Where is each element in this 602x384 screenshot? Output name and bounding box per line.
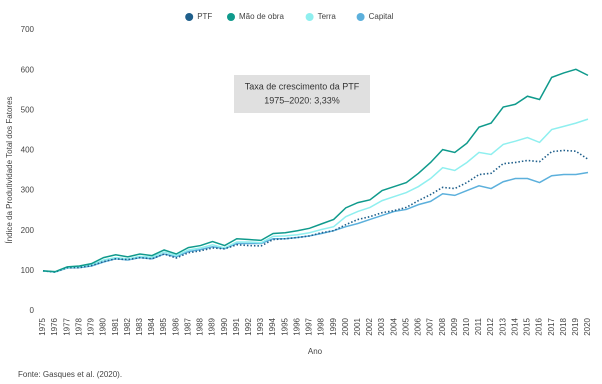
y-tick-label: 200 [21,226,35,235]
x-tick-label: 2017 [547,317,556,335]
x-tick-label: 1986 [171,317,180,335]
legend-marker [356,13,365,21]
x-axis-label: Ano [308,347,323,356]
annotation: 1975–2020: 3,33% [264,95,340,105]
x-tick-label: 1990 [220,317,229,335]
x-tick-label: 2001 [353,317,362,335]
x-tick-label: 1985 [159,317,168,335]
x-tick-label: 1998 [317,317,326,335]
x-tick-label: 1997 [305,317,314,335]
y-axis-label: Índice da Produtividade Total dos Fatore… [5,96,14,243]
x-tick-label: 1975 [38,317,47,335]
x-tick-label: 1978 [74,317,83,335]
x-tick-label: 1987 [183,317,192,335]
y-tick-label: 700 [21,25,35,34]
y-tick-label: 600 [21,65,35,74]
x-tick-label: 2007 [426,317,435,335]
x-tick-label: 2002 [365,317,374,335]
x-tick-label: 2005 [401,317,410,335]
x-tick-label: 1993 [256,317,265,335]
x-tick-label: 1991 [232,317,241,335]
x-tick-label: 2004 [389,317,398,335]
x-tick-label: 1982 [123,317,132,335]
legend-marker [305,13,314,21]
x-tick-label: 2008 [438,317,447,335]
x-tick-label: 1979 [87,317,96,335]
x-tick-label: 1992 [244,317,253,335]
x-tick-label: 2016 [535,317,544,335]
x-tick-label: 1989 [208,317,217,335]
x-tick-label: 1981 [111,317,120,335]
annotation-box [234,75,370,113]
x-tick-label: 2000 [341,317,350,335]
series-line [42,118,589,273]
x-tick-label: 2010 [462,317,471,335]
x-tick-label: 1976 [50,317,59,335]
annotation: Taxa de crescimento da PTF [245,81,360,91]
legend-marker [185,13,194,21]
x-tick-label: 2012 [486,317,495,335]
legend-label: Mão de obra [239,12,284,21]
y-tick-label: 300 [21,186,35,195]
x-tick-label: 2019 [571,317,580,335]
series-line [42,171,589,273]
y-tick-label: 100 [21,266,35,275]
x-tick-label: 2018 [559,317,568,335]
x-tick-label: 1984 [147,317,156,335]
x-tick-label: 1983 [135,317,144,335]
legend-marker [227,13,235,21]
y-tick-label: 400 [21,146,35,155]
x-tick-label: 2003 [377,317,386,335]
x-tick-label: 2014 [510,317,519,335]
x-tick-label: 1980 [99,317,108,335]
y-tick-label: 0 [30,306,35,315]
series-line [42,68,589,273]
series-line [42,149,589,273]
x-tick-label: 1999 [329,317,338,335]
x-tick-label: 1994 [268,317,277,335]
x-tick-label: 1996 [292,317,301,335]
x-tick-label: 2020 [583,317,592,335]
legend-label: Terra [318,12,337,21]
x-tick-label: 1995 [280,317,289,335]
legend-label: Capital [369,12,394,21]
x-tick-label: 1988 [196,317,205,335]
legend-label: PTF [197,12,212,21]
x-tick-label: 2009 [450,317,459,335]
y-tick-label: 500 [21,105,35,114]
x-tick-label: 2013 [498,317,507,335]
source: Fonte: Gasques et al. (2020). [18,370,122,379]
x-tick-label: 2011 [474,317,483,335]
x-tick-label: 2006 [414,317,423,335]
x-tick-label: 1977 [62,317,71,335]
x-tick-label: 2015 [523,317,532,335]
